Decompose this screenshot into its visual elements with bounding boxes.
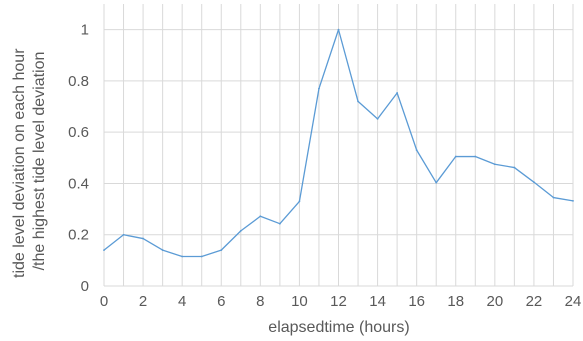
x-tick-label: 18 [447, 293, 464, 310]
data-point [318, 87, 320, 90]
y-tick-label: 0.6 [68, 124, 89, 141]
x-tick-label: 24 [565, 293, 582, 310]
data-point [161, 249, 164, 252]
data-point [513, 166, 516, 169]
x-tick-label: 20 [486, 293, 503, 310]
data-point [337, 28, 340, 31]
grid-lines [103, 4, 574, 286]
x-tick-label: 22 [526, 293, 543, 310]
x-tick-label: 12 [330, 293, 347, 310]
data-point [122, 233, 125, 236]
x-tick-label: 14 [369, 293, 386, 310]
x-tick-label: 8 [256, 293, 264, 310]
x-tick-label: 6 [217, 293, 225, 310]
x-tick-label: 16 [408, 293, 425, 310]
data-point [435, 181, 438, 184]
data-point [200, 255, 203, 258]
data-point [278, 222, 281, 225]
data-point [239, 229, 242, 232]
data-point [454, 155, 457, 158]
data-point [220, 249, 223, 252]
data-point [533, 181, 535, 184]
x-tick-label: 10 [291, 293, 308, 310]
data-point [259, 215, 262, 218]
y-tick-label: 0.4 [68, 175, 89, 192]
data-point [396, 92, 399, 94]
data-point [572, 199, 574, 202]
y-tick-label: 0.8 [68, 73, 89, 90]
y-tick-label: 1 [81, 22, 89, 39]
x-tick-label: 4 [178, 293, 186, 310]
data-point [181, 255, 184, 258]
data-point [474, 155, 477, 158]
y-axis-title: tide level deviation on each hour /the h… [11, 44, 48, 278]
y-tick-label: 0.2 [68, 227, 89, 244]
data-point [493, 163, 496, 166]
x-tick-label: 0 [100, 293, 108, 310]
data-point [142, 237, 144, 240]
x-axis-title: elapsedtime (hours) [268, 319, 409, 336]
x-tick-label: 2 [139, 293, 147, 310]
series-layer [103, 28, 574, 258]
data-point [103, 249, 105, 252]
data-point [298, 200, 301, 203]
y-tick-label: 0 [81, 278, 89, 295]
data-point [357, 100, 359, 103]
y-axis-title-line-1: tide level deviation on each hour [11, 48, 28, 278]
data-point [552, 196, 555, 199]
y-axis-title-line-2: /the highest tide level deviation [31, 52, 48, 271]
data-point [415, 149, 418, 152]
data-point [376, 117, 379, 120]
